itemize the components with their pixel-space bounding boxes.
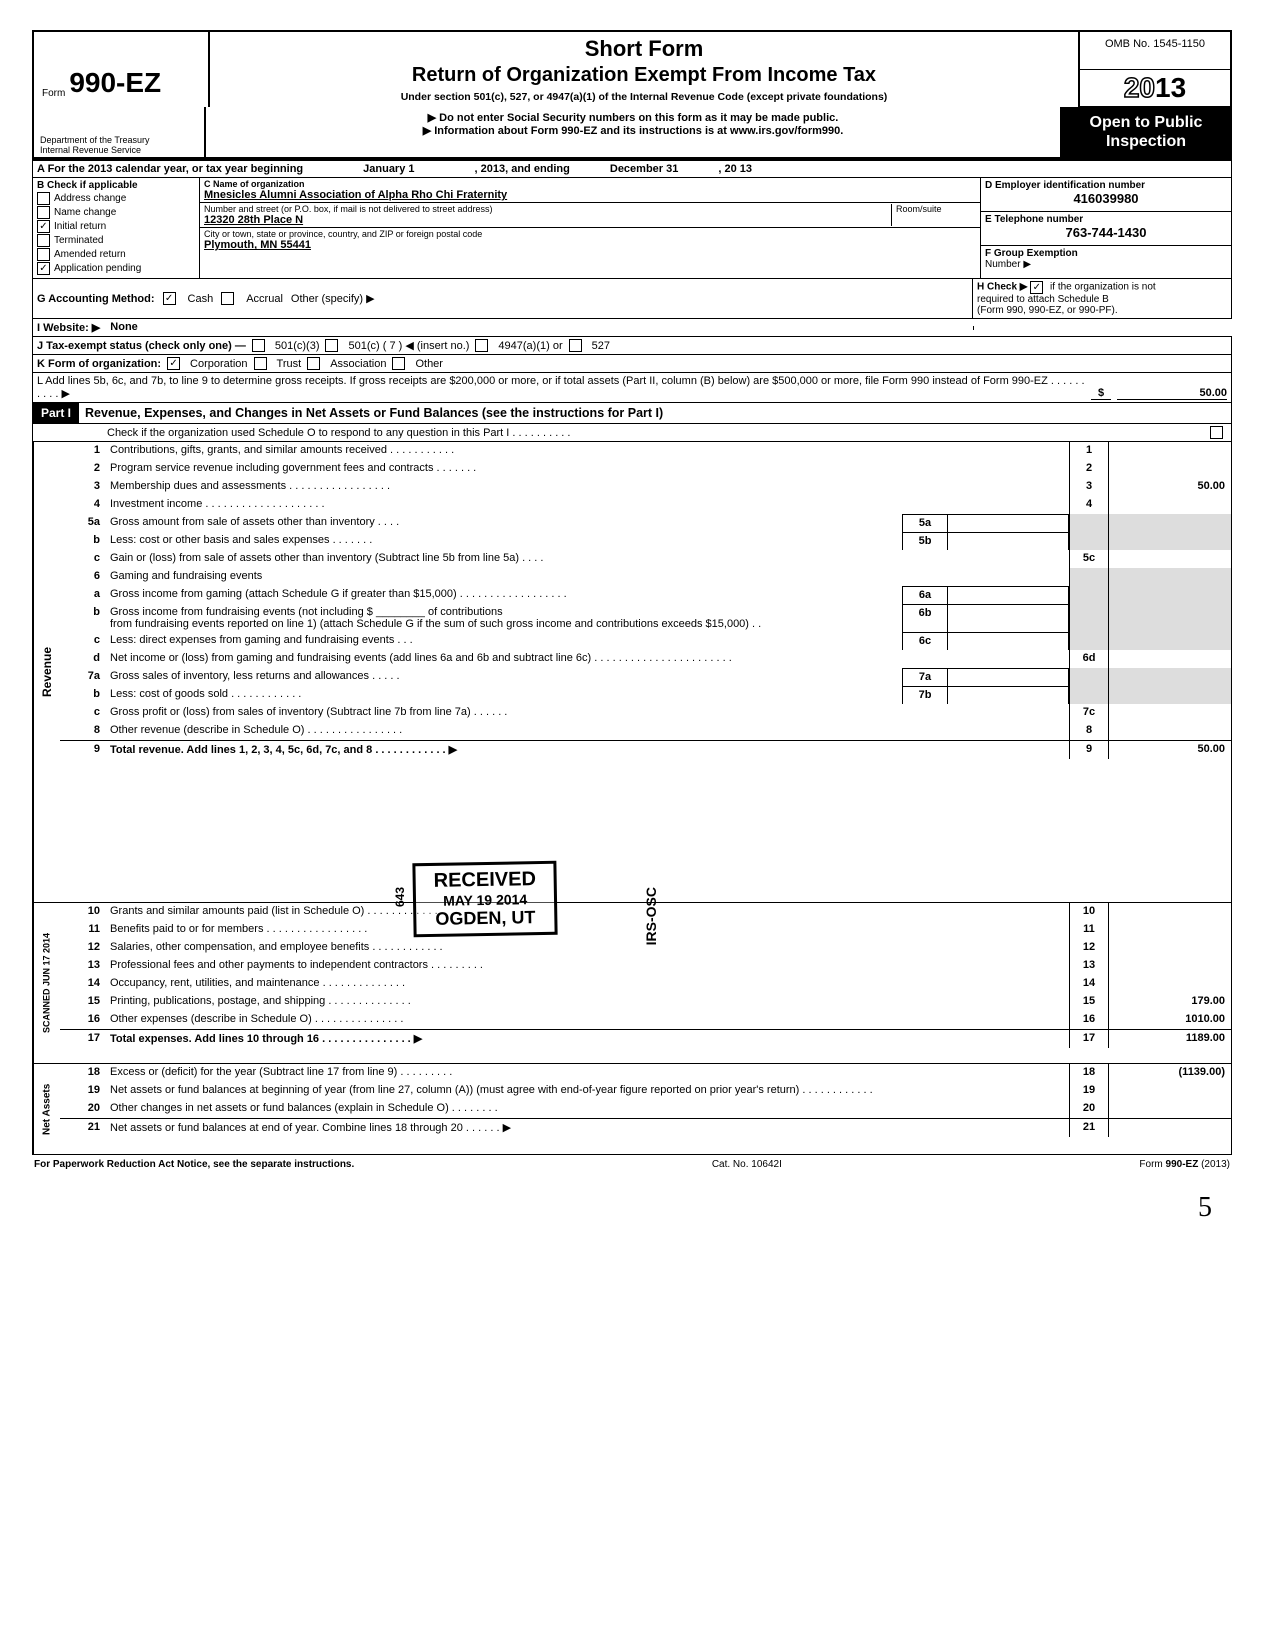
page-number: 5: [1198, 1192, 1212, 1224]
col-b: B Check if applicable Address change Nam…: [33, 178, 200, 278]
line-i: I Website: ▶ None: [32, 319, 1232, 337]
title-short-form: Short Form: [214, 36, 1074, 62]
line-j: J Tax-exempt status (check only one) — 5…: [32, 337, 1232, 355]
city-row: City or town, state or province, country…: [200, 228, 980, 252]
part1-header: Part I Revenue, Expenses, and Changes in…: [32, 403, 1232, 424]
col-d: D Employer identification number 4160399…: [980, 178, 1231, 278]
group-row: F Group Exemption Number ▶: [981, 246, 1231, 279]
title-return: Return of Organization Exempt From Incom…: [214, 64, 1074, 87]
ck-initial: ✓Initial return: [37, 220, 195, 233]
subtitle: Under section 501(c), 527, or 4947(a)(1)…: [214, 91, 1074, 103]
title-box: Short Form Return of Organization Exempt…: [210, 30, 1078, 107]
part1-table: Revenue 1Contributions, gifts, grants, a…: [32, 442, 1232, 1155]
form-number: 990-EZ: [69, 67, 161, 99]
header-row2: Department of the Treasury Internal Reve…: [32, 107, 1232, 159]
form-page: Form 990-EZ Short Form Return of Organiz…: [32, 30, 1232, 1174]
footer: For Paperwork Reduction Act Notice, see …: [32, 1155, 1232, 1174]
stamp-irs: IRS-OSC: [643, 887, 659, 945]
instructions-box: ▶ Do not enter Social Security numbers o…: [206, 107, 1060, 157]
tax-year: 2013: [1080, 69, 1230, 106]
line-k: K Form of organization: ✓Corporation Tru…: [32, 355, 1232, 373]
open-to-public: Open to Public Inspection: [1060, 107, 1230, 157]
omb-year-box: OMB No. 1545-1150 2013: [1078, 30, 1232, 107]
omb-number: OMB No. 1545-1150: [1080, 32, 1230, 69]
dept-box: Department of the Treasury Internal Reve…: [34, 107, 206, 157]
addr-row: Number and street (or P.O. box, if mail …: [200, 203, 980, 228]
col-h: H Check ▶ ✓ if the organization is not r…: [972, 279, 1231, 318]
line-l: L Add lines 5b, 6c, and 7b, to line 9 to…: [32, 373, 1232, 403]
ck-address: Address change: [37, 192, 195, 205]
ein-row: D Employer identification number 4160399…: [981, 178, 1231, 212]
form-number-box: Form 990-EZ: [32, 30, 210, 107]
side-revenue: Revenue: [33, 442, 60, 902]
ck-terminated: Terminated: [37, 234, 195, 247]
side-expenses: SCANNED JUN 17 2014: [33, 903, 60, 1063]
ck-namechange: Name change: [37, 206, 195, 219]
ck-pending: ✓Application pending: [37, 262, 195, 275]
entity-grid: B Check if applicable Address change Nam…: [32, 178, 1232, 279]
tel-row: E Telephone number 763-744-1430: [981, 212, 1231, 246]
ck-amended: Amended return: [37, 248, 195, 261]
side-netassets: Net Assets: [33, 1064, 60, 1154]
line-gh: G Accounting Method: ✓Cash Accrual Other…: [32, 279, 1232, 319]
part1-check: Check if the organization used Schedule …: [32, 424, 1232, 442]
org-name-row: C Name of organization Mnesicles Alumni …: [200, 178, 980, 203]
form-prefix: Form: [42, 88, 65, 99]
section-a: A For the 2013 calendar year, or tax yea…: [32, 159, 1232, 178]
col-c: C Name of organization Mnesicles Alumni …: [200, 178, 980, 278]
stamp-num: 643: [393, 887, 407, 907]
